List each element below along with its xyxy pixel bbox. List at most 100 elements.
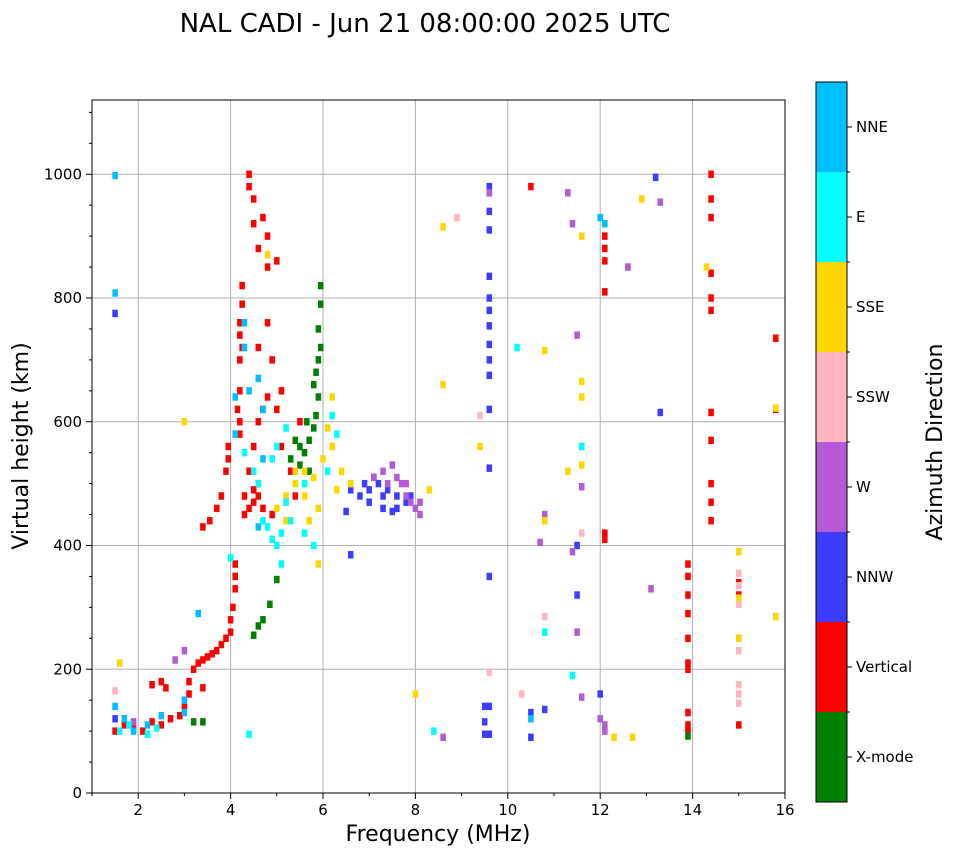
point-vertical bbox=[685, 591, 691, 599]
y-tick-label: 1000 bbox=[44, 165, 82, 183]
point-vertical bbox=[232, 560, 238, 568]
point-vertical bbox=[602, 288, 608, 296]
point-vertical bbox=[708, 517, 714, 525]
point-w bbox=[384, 479, 391, 488]
point-w bbox=[578, 693, 585, 701]
point-sse bbox=[541, 517, 548, 525]
x-tick-label: 4 bbox=[226, 801, 236, 819]
point-vertical bbox=[292, 492, 299, 500]
point-ssw bbox=[736, 681, 742, 689]
point-vertical bbox=[246, 182, 252, 191]
point-nnw bbox=[486, 340, 493, 349]
point-vertical bbox=[685, 721, 691, 729]
point-sse bbox=[283, 492, 289, 500]
point-e bbox=[278, 560, 285, 568]
point-sse bbox=[565, 467, 571, 475]
point-w bbox=[602, 727, 608, 735]
point-ssw bbox=[736, 646, 742, 655]
point-vertical bbox=[274, 405, 280, 414]
point-w bbox=[574, 331, 580, 339]
point-w bbox=[389, 461, 396, 469]
point-vertical bbox=[602, 257, 608, 265]
point-e bbox=[278, 529, 285, 537]
point-x-mode bbox=[310, 380, 317, 389]
point-sse bbox=[347, 479, 354, 488]
point-w bbox=[412, 504, 419, 513]
point-sse bbox=[440, 223, 446, 231]
colorbar-segment bbox=[816, 172, 847, 262]
point-vertical bbox=[708, 479, 714, 488]
point-e bbox=[431, 727, 437, 735]
point-vertical bbox=[225, 442, 232, 451]
point-ssw bbox=[736, 690, 742, 698]
colorbar-label: E bbox=[856, 208, 865, 226]
point-vertical bbox=[250, 486, 257, 494]
point-e bbox=[116, 727, 123, 735]
point-x-mode bbox=[304, 418, 310, 426]
point-vertical bbox=[227, 628, 234, 636]
point-e bbox=[250, 467, 257, 475]
point-sse bbox=[736, 634, 742, 643]
x-tick-label: 10 bbox=[498, 801, 517, 819]
point-sse bbox=[541, 346, 548, 355]
point-sse bbox=[329, 393, 336, 401]
x-tick-label: 12 bbox=[591, 801, 610, 819]
point-sse bbox=[264, 250, 271, 259]
point-sse bbox=[306, 517, 312, 525]
point-sse bbox=[611, 733, 617, 742]
point-ssw bbox=[736, 582, 742, 590]
point-nnw bbox=[528, 708, 534, 717]
point-nnw bbox=[384, 486, 391, 494]
point-nnw bbox=[541, 705, 548, 714]
point-vertical bbox=[255, 418, 262, 426]
point-vertical bbox=[269, 510, 275, 519]
point-vertical bbox=[237, 387, 243, 395]
point-nne bbox=[181, 708, 188, 717]
point-w bbox=[537, 538, 543, 547]
point-x-mode bbox=[306, 467, 312, 475]
colorbar-title: Azimuth Direction bbox=[923, 343, 948, 540]
point-vertical bbox=[250, 442, 257, 451]
point-x-mode bbox=[317, 300, 324, 308]
point-vertical bbox=[246, 170, 252, 178]
point-x-mode bbox=[274, 575, 280, 584]
colorbar-label: W bbox=[856, 478, 871, 496]
point-vertical bbox=[163, 684, 169, 692]
point-vertical bbox=[218, 640, 225, 649]
point-vertical bbox=[237, 430, 243, 438]
point-vertical bbox=[602, 244, 608, 253]
point-nnw bbox=[357, 492, 363, 500]
point-sse bbox=[301, 492, 308, 500]
point-vertical bbox=[528, 182, 534, 191]
point-nne bbox=[241, 343, 248, 352]
point-e bbox=[241, 448, 248, 457]
point-nnw bbox=[380, 504, 386, 513]
point-vertical bbox=[246, 504, 252, 513]
point-sse bbox=[578, 377, 585, 386]
point-e bbox=[301, 529, 308, 537]
point-ssw bbox=[578, 529, 585, 537]
point-sse bbox=[338, 467, 345, 475]
point-w bbox=[602, 721, 608, 729]
point-nnw bbox=[486, 322, 493, 330]
point-sse bbox=[772, 404, 779, 412]
point-vertical bbox=[149, 681, 155, 689]
point-x-mode bbox=[313, 411, 319, 420]
point-vertical bbox=[772, 334, 779, 342]
point-nnw bbox=[481, 702, 488, 711]
chart-title: NAL CADI - Jun 21 08:00:00 2025 UTC bbox=[180, 9, 671, 39]
point-nnw bbox=[366, 498, 372, 506]
colorbar-label: NNW bbox=[856, 568, 893, 586]
point-e bbox=[301, 479, 308, 488]
point-vertical bbox=[227, 616, 234, 624]
point-nnw bbox=[343, 507, 349, 516]
point-x-mode bbox=[301, 448, 308, 457]
point-vertical bbox=[200, 684, 206, 692]
point-e bbox=[310, 541, 317, 550]
point-e bbox=[269, 455, 275, 463]
point-vertical bbox=[225, 455, 232, 463]
point-vertical bbox=[685, 572, 691, 581]
point-sse bbox=[181, 418, 188, 426]
point-nne bbox=[112, 171, 118, 180]
point-vertical bbox=[237, 356, 243, 364]
